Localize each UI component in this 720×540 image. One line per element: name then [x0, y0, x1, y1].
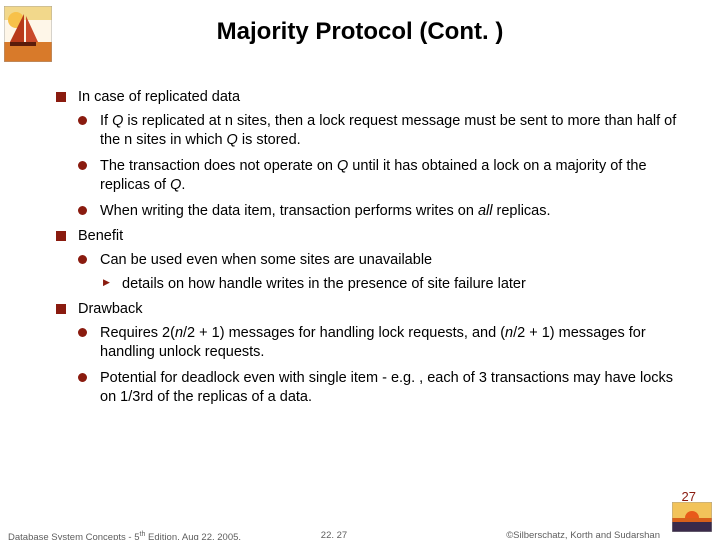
bullet-text: Benefit	[78, 228, 123, 244]
bullet-text: Can be used even when some sites are una…	[100, 252, 432, 268]
content-body: In case of replicated data If Q is repli…	[56, 88, 692, 414]
bullet-lvl1: Drawback Requires 2(n/2 + 1) messages fo…	[56, 300, 692, 408]
bullet-text: Potential for deadlock even with single …	[100, 370, 673, 406]
footer-center: 22. 27	[321, 530, 347, 540]
footer-right: ©Silberschatz, Korth and Sudarshan	[506, 530, 660, 540]
footer-left: Database System Concepts - 5th Edition, …	[8, 530, 241, 540]
bullet-lvl2: The transaction does not operate on Q un…	[78, 157, 692, 196]
slide-title: Majority Protocol (Cont. )	[0, 18, 720, 46]
slide: Majority Protocol (Cont. ) In case of re…	[0, 0, 720, 540]
bullet-lvl2: If Q is replicated at n sites, then a lo…	[78, 112, 692, 151]
bullet-lvl2: Can be used even when some sites are una…	[78, 251, 692, 294]
title-text: Majority Protocol (Cont. )	[217, 18, 504, 45]
bullet-lvl3: details on how handle writes in the pres…	[100, 275, 692, 295]
bullet-lvl2: Potential for deadlock even with single …	[78, 369, 692, 408]
bullet-text: In case of replicated data	[78, 89, 240, 105]
bullet-lvl1: Benefit Can be used even when some sites…	[56, 227, 692, 294]
bullet-text: details on how handle writes in the pres…	[122, 276, 526, 292]
bullet-text: Drawback	[78, 301, 142, 317]
bullet-lvl2: When writing the data item, transaction …	[78, 202, 692, 222]
bullet-lvl2: Requires 2(n/2 + 1) messages for handlin…	[78, 324, 692, 363]
bullet-lvl1: In case of replicated data If Q is repli…	[56, 88, 692, 221]
sunset-icon	[672, 502, 712, 532]
